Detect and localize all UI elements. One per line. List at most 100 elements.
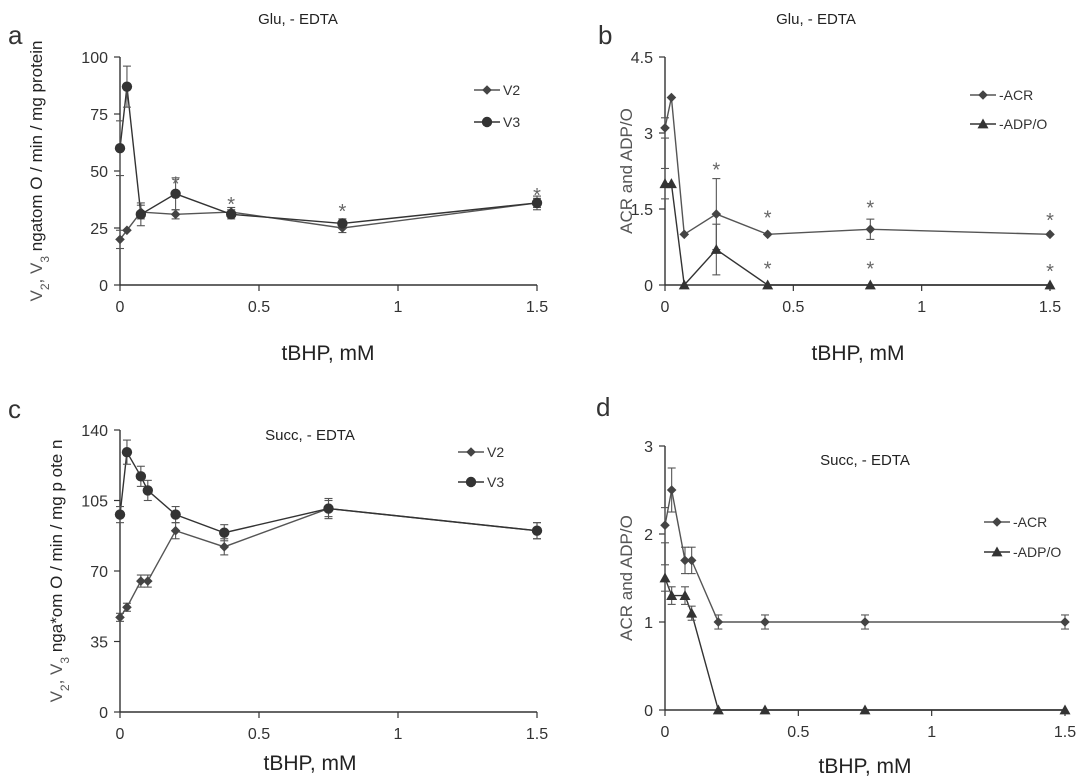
x-tick-label: 1 — [917, 299, 926, 316]
data-point — [142, 485, 153, 496]
data-point — [143, 576, 153, 586]
x-axis-label: tBHP, mM — [282, 342, 375, 365]
y-axis-label: ACR and ADP/O — [617, 515, 636, 641]
data-point — [170, 509, 181, 520]
legend-marker — [991, 546, 1003, 557]
legend-marker — [992, 517, 1002, 527]
series-line-acr — [664, 489, 1065, 623]
x-tick-label: 1.5 — [1054, 724, 1076, 741]
data-point — [170, 525, 181, 536]
legend-entry: V3 — [458, 474, 504, 490]
data-point — [759, 704, 771, 715]
data-point — [115, 234, 125, 245]
data-point — [760, 617, 770, 627]
data-point — [666, 590, 678, 600]
legend-entry: -ADP/O — [970, 116, 1047, 132]
legend-entry: -ACR — [984, 514, 1047, 530]
series-line-v2 — [119, 507, 538, 618]
legend-label: -ADP/O — [999, 116, 1047, 132]
data-point — [679, 590, 691, 600]
significance-star: * — [227, 194, 235, 216]
x-tick-label: 1.5 — [526, 299, 548, 316]
y-tick-label: 50 — [90, 164, 108, 181]
x-tick-label: 1.5 — [526, 726, 548, 743]
x-tick-label: 0.5 — [248, 726, 270, 743]
data-point — [115, 612, 125, 623]
x-tick-label: 1 — [394, 726, 403, 743]
significance-star: * — [1046, 210, 1054, 232]
data-point — [665, 178, 677, 189]
data-point — [713, 617, 724, 627]
legend-label: -ACR — [1013, 514, 1047, 530]
legend-label: V2 — [487, 444, 504, 460]
data-point — [762, 229, 773, 240]
legend-entry: -ADP/O — [984, 544, 1061, 560]
data-point — [531, 525, 543, 536]
data-point — [337, 218, 348, 229]
y-tick-label: 0 — [99, 278, 108, 295]
data-point — [864, 279, 876, 290]
legend-label: -ADP/O — [1013, 544, 1061, 560]
x-tick-label: 1 — [394, 299, 403, 316]
data-point — [121, 81, 133, 92]
significance-star: * — [866, 197, 874, 219]
data-point — [136, 576, 146, 586]
significance-star: * — [339, 201, 347, 223]
y-tick-label: 100 — [81, 50, 108, 67]
y-tick-label: 140 — [81, 423, 108, 440]
panel-a: a Glu, - EDTA 0 25 50 75 100 0 0.5 1 1.5 tBHP, mM V2… — [8, 11, 548, 365]
chart-title: Glu, - EDTA — [258, 11, 338, 28]
x-tick-label: 0 — [661, 299, 670, 316]
chart-title: Succ, - EDTA — [265, 427, 355, 444]
legend-entry: V2 — [458, 444, 504, 460]
x-axis-label: tBHP, mM — [264, 752, 357, 775]
data-point — [135, 471, 147, 482]
data-point — [1060, 617, 1070, 627]
legend-entry: -ACR — [970, 87, 1033, 103]
significance-star: * — [866, 258, 874, 280]
data-point — [219, 527, 230, 538]
y-tick-label: 1.5 — [631, 202, 653, 219]
panel-b: b Glu, - EDTA 0 1.5 3 4.5 0 0.5 1 1.5 tBHP, mM ACR … — [598, 11, 1061, 365]
legend-entry: V2 — [474, 82, 520, 98]
y-tick-label: 35 — [90, 635, 108, 652]
data-point — [122, 225, 132, 236]
series-line-adpo — [665, 182, 1050, 287]
y-tick-label: 3 — [644, 126, 653, 143]
y-tick-label: 25 — [90, 221, 108, 238]
panel-letter-d: d — [596, 392, 610, 422]
y-tick-label: 0 — [644, 703, 653, 720]
data-point — [680, 555, 690, 566]
x-tick-label: 0 — [661, 724, 670, 741]
data-point — [660, 123, 670, 133]
legend-marker — [482, 85, 492, 95]
y-tick-label: 4.5 — [631, 50, 653, 67]
data-point — [762, 279, 774, 290]
y-tick-label: 75 — [90, 107, 108, 124]
data-point — [122, 602, 132, 613]
data-point — [666, 92, 677, 103]
data-point — [666, 485, 677, 495]
series-line-v3 — [119, 86, 538, 225]
significance-star: * — [533, 185, 541, 207]
data-point — [686, 607, 698, 618]
legend-marker — [481, 116, 493, 128]
legend-label: V3 — [503, 114, 520, 130]
data-point — [114, 143, 126, 154]
y-tick-label: 70 — [90, 564, 108, 581]
legend-marker — [977, 118, 989, 129]
x-axis-label: tBHP, mM — [812, 342, 905, 365]
data-point — [135, 209, 147, 220]
series-line-v3 — [119, 449, 538, 534]
legend-marker — [465, 476, 477, 488]
x-tick-label: 0.5 — [782, 299, 804, 316]
data-point — [659, 572, 671, 583]
data-point — [686, 555, 697, 566]
y-tick-label: 2 — [644, 527, 653, 544]
x-axis-label: tBHP, mM — [819, 755, 912, 778]
legend-label: V2 — [503, 82, 520, 98]
legend-label: V3 — [487, 474, 504, 490]
x-tick-label: 0.5 — [248, 299, 270, 316]
legend-label: -ACR — [999, 87, 1033, 103]
